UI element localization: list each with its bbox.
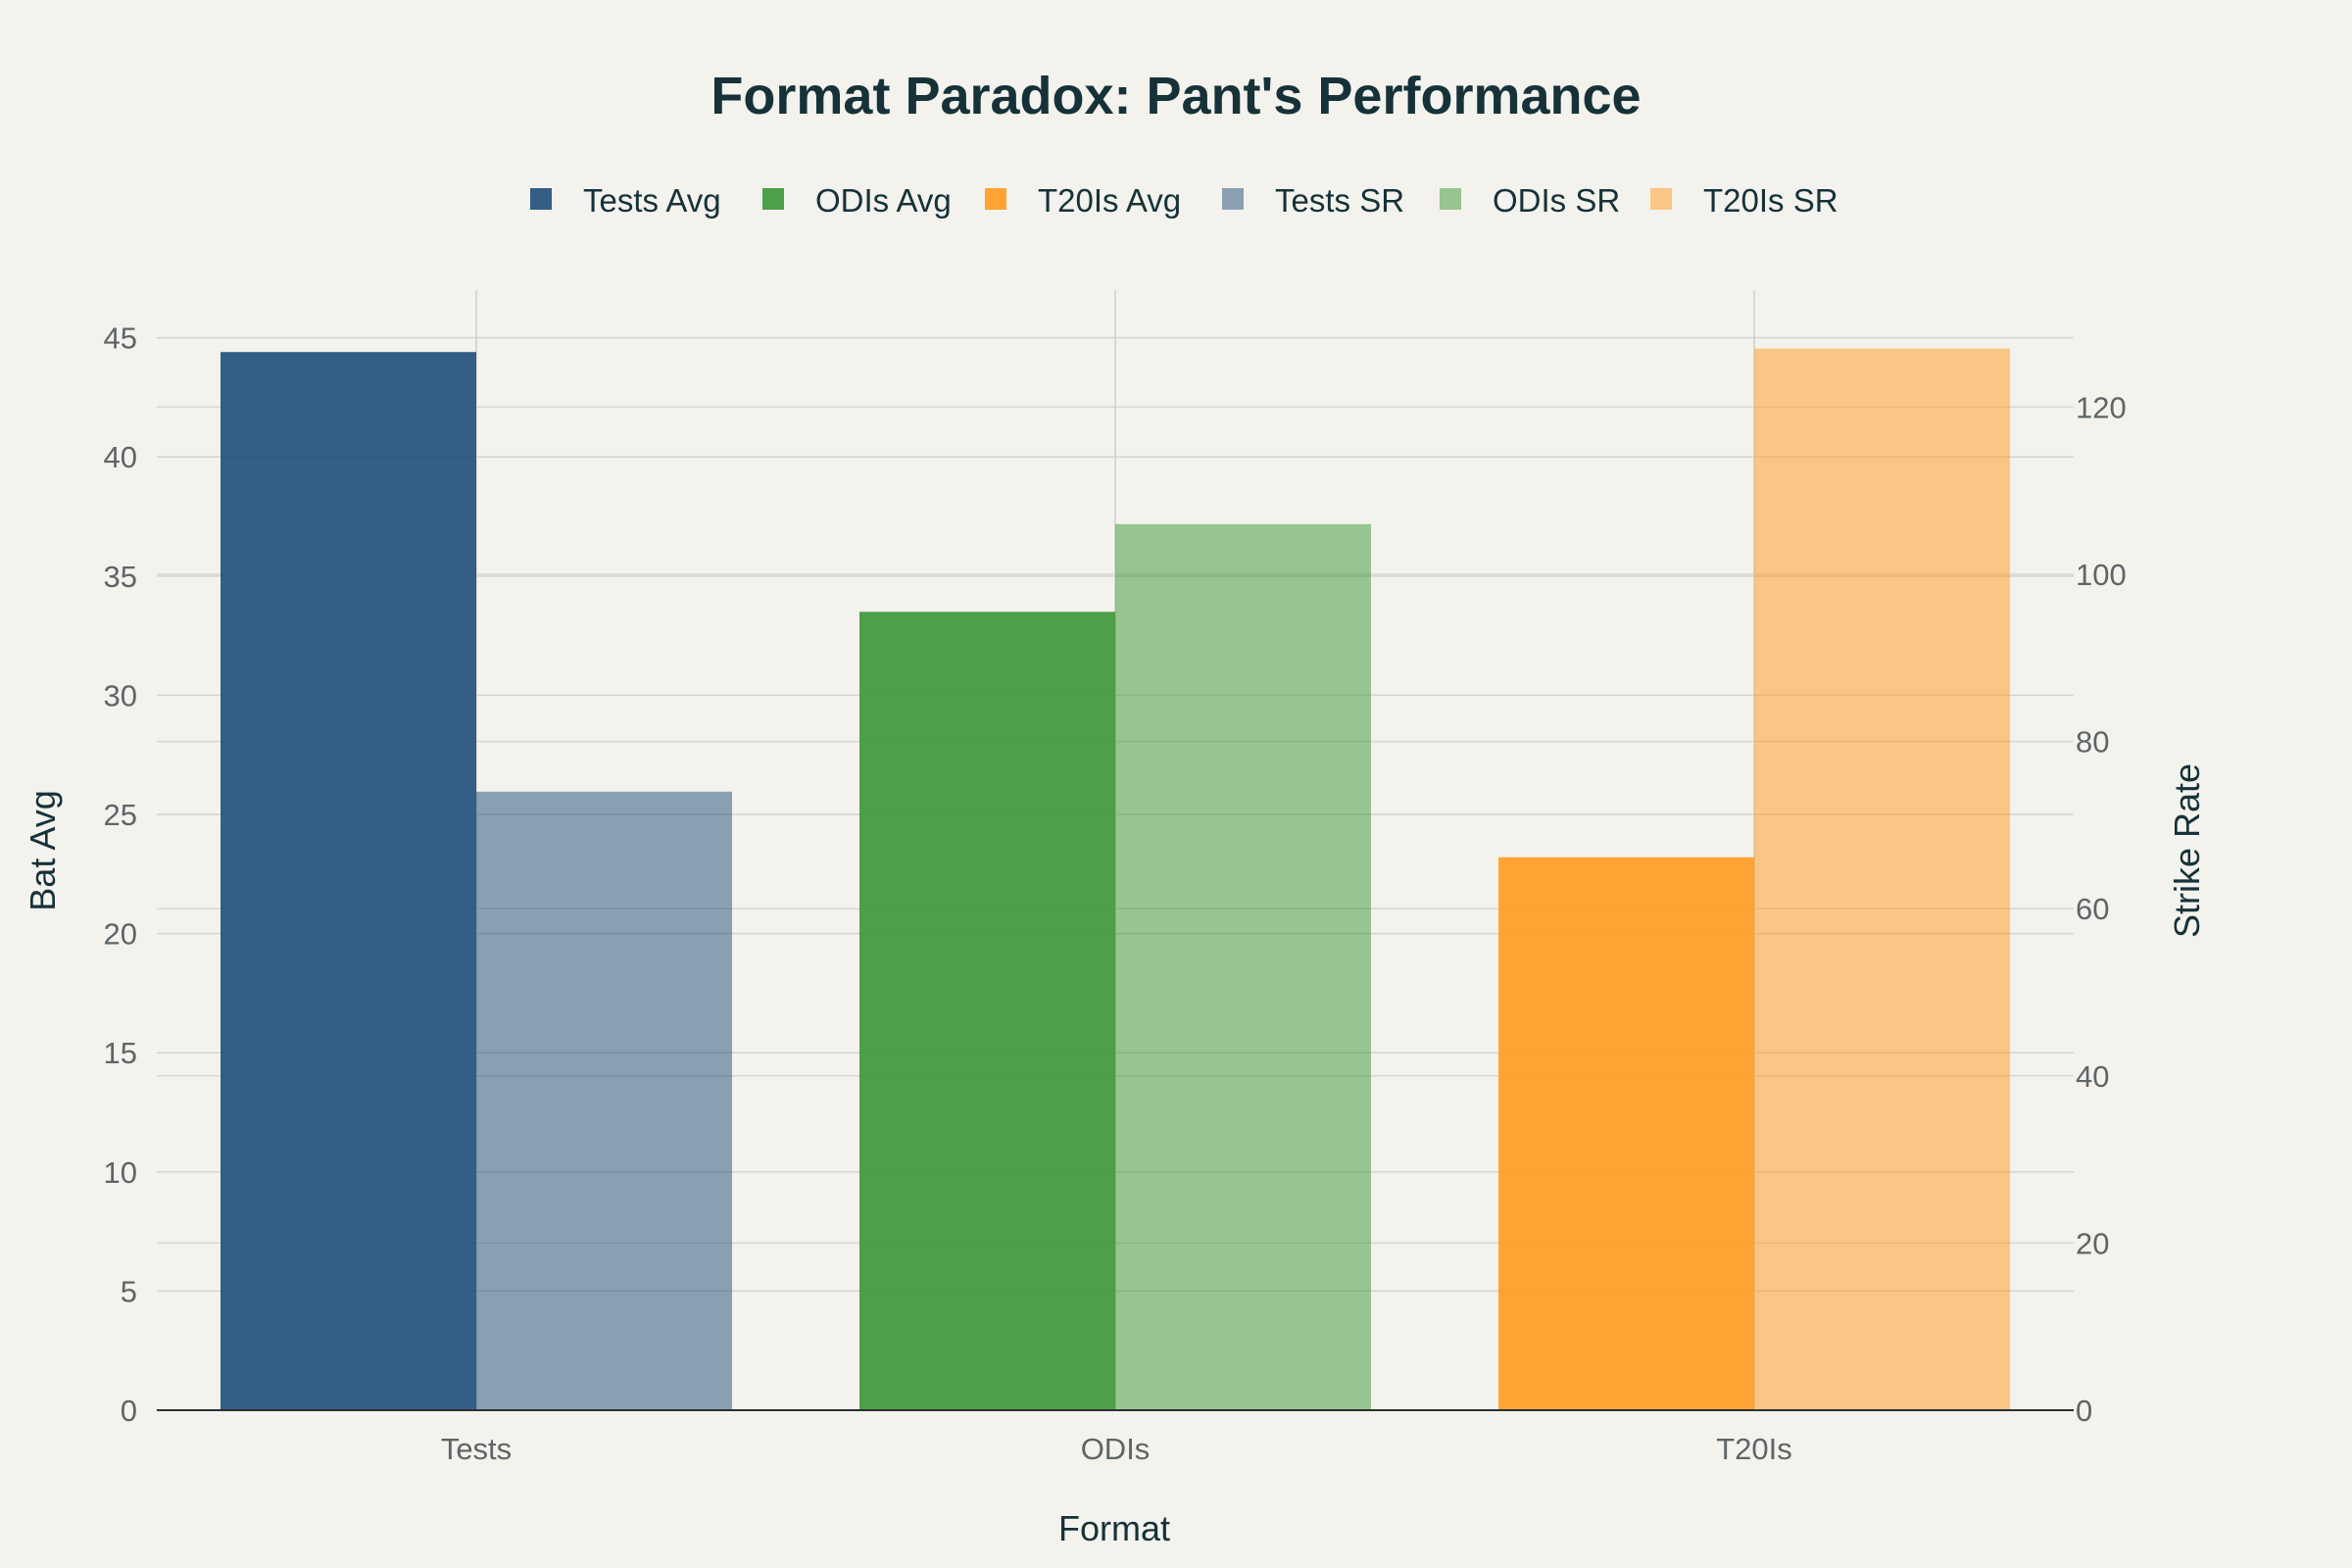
legend-item[interactable]: T20Is SR [1650,182,1838,219]
y2-tick-label: 20 [2076,1226,2109,1260]
bar-odis-avg [859,612,1115,1410]
legend-swatch [1222,188,1244,210]
legend-swatch [762,188,784,210]
y2-tick-label: 60 [2076,892,2109,926]
y-tick-label: 0 [121,1394,137,1428]
legend-item[interactable]: ODIs Avg [762,182,952,219]
bar-t20is-avg [1498,857,1754,1410]
legend-item[interactable]: ODIs SR [1440,182,1620,219]
x-tick-label: ODIs [1081,1432,1151,1466]
legend-label: ODIs Avg [815,182,952,219]
y-tick-label: 15 [104,1036,137,1070]
bar-t20is-sr [1754,348,2010,1410]
y-tick-label: 10 [104,1155,137,1190]
bar-odis-sr [1115,523,1371,1410]
y-tick-label: 25 [104,798,137,832]
y-tick-label: 35 [104,560,137,594]
legend-label: Tests SR [1275,182,1404,219]
y2-axis-title: Strike Rate [2167,763,2207,938]
legend-swatch [530,188,552,210]
legend-label: ODIs SR [1493,182,1620,219]
y2-tick-label: 120 [2076,390,2127,424]
y-tick-label: 45 [104,321,137,356]
chart-title: Format Paradox: Pant's Performance [710,67,1641,125]
x-axis-title: Format [1058,1508,1170,1548]
y2-tick-label: 40 [2076,1059,2109,1094]
y2-tick-label: 80 [2076,725,2109,760]
y2-tick-label: 100 [2076,558,2127,592]
y-tick-label: 5 [121,1274,137,1308]
x-tick-label: T20Is [1716,1432,1792,1466]
axes: 0 5 10 15 20 25 30 35 40 45 0 20 40 60 80 100 120 Tests OD… [104,321,2127,1466]
bar-tests-avg [220,352,476,1411]
legend-item[interactable]: Tests Avg [530,182,721,219]
legend-label: Tests Avg [583,182,721,219]
legend: Tests Avg ODIs Avg T20Is Avg Tests SR ODIs S… [530,182,1838,219]
legend-item[interactable]: T20Is Avg [985,182,1181,219]
y2-tick-label: 0 [2076,1394,2092,1428]
legend-swatch [1650,188,1672,210]
y-tick-label: 30 [104,678,137,712]
y-tick-label: 20 [104,917,137,952]
y-axis-title: Bat Avg [23,790,63,910]
legend-swatch [1440,188,1461,210]
x-tick-label: Tests [441,1432,512,1466]
bar-tests-sr [476,791,732,1410]
legend-swatch [985,188,1006,210]
y-tick-label: 40 [104,440,137,474]
legend-item[interactable]: Tests SR [1222,182,1404,219]
bars [220,348,2010,1411]
legend-label: T20Is SR [1703,182,1838,219]
legend-label: T20Is Avg [1038,182,1181,219]
